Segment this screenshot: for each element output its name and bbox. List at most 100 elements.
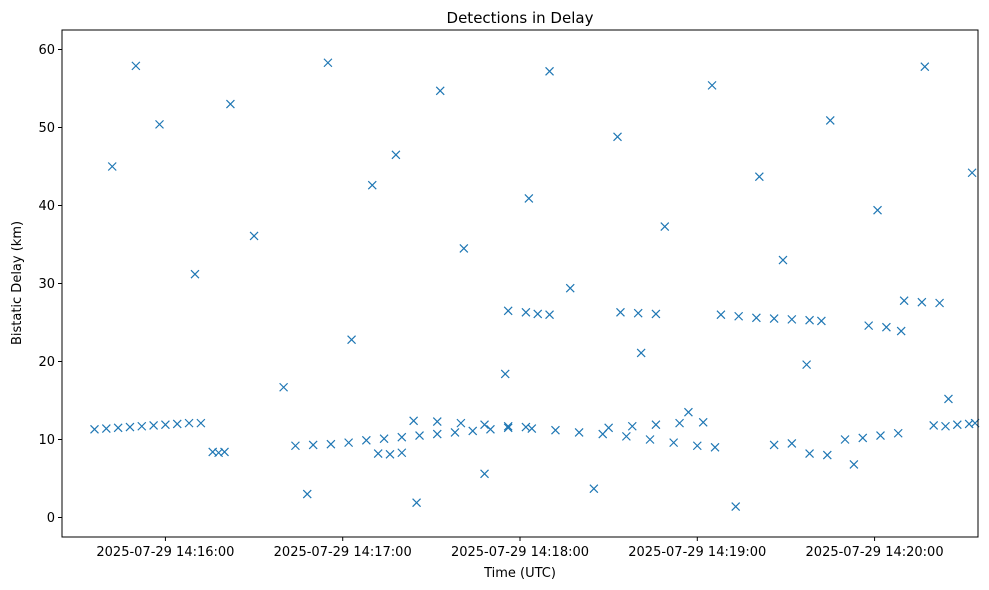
data-point bbox=[361, 435, 371, 445]
data-point bbox=[675, 418, 684, 428]
data-point bbox=[669, 438, 679, 448]
data-point bbox=[367, 180, 377, 190]
data-point bbox=[503, 421, 513, 431]
x-tick-label: 2025-07-29 14:16:00 bbox=[96, 545, 234, 560]
data-point bbox=[486, 424, 495, 434]
data-point bbox=[754, 172, 764, 182]
data-point bbox=[684, 407, 693, 417]
data-point bbox=[113, 423, 123, 433]
data-point bbox=[450, 428, 460, 437]
data-point bbox=[302, 489, 312, 499]
x-tick-label: 2025-07-29 14:17:00 bbox=[274, 545, 412, 560]
data-point bbox=[160, 420, 170, 430]
data-point bbox=[545, 66, 554, 76]
data-point bbox=[480, 420, 489, 430]
data-point bbox=[840, 435, 850, 444]
data-point bbox=[190, 269, 200, 279]
data-point bbox=[500, 369, 510, 379]
data-point bbox=[651, 309, 661, 319]
y-tick-label: 60 bbox=[38, 43, 55, 58]
data-point bbox=[787, 314, 797, 324]
data-point bbox=[379, 434, 389, 444]
data-point bbox=[825, 116, 835, 125]
data-point bbox=[734, 311, 744, 321]
data-point bbox=[521, 307, 531, 317]
data-point bbox=[137, 421, 147, 431]
data-point bbox=[291, 441, 300, 451]
data-point bbox=[816, 316, 826, 326]
data-points bbox=[90, 58, 980, 512]
data-point bbox=[155, 119, 164, 129]
data-point bbox=[385, 449, 395, 459]
data-point bbox=[551, 425, 560, 435]
y-tick-label: 20 bbox=[38, 355, 55, 370]
data-point bbox=[432, 429, 442, 439]
data-point bbox=[651, 420, 661, 430]
data-point bbox=[149, 421, 159, 430]
data-point bbox=[373, 449, 383, 458]
data-point bbox=[876, 431, 885, 441]
data-point bbox=[616, 307, 625, 317]
data-point bbox=[896, 326, 906, 336]
data-point bbox=[503, 423, 513, 433]
data-point bbox=[172, 419, 182, 429]
data-point bbox=[805, 449, 814, 458]
data-point bbox=[731, 502, 741, 512]
data-point bbox=[101, 424, 111, 434]
data-point bbox=[751, 313, 761, 323]
chart-title: Detections in Delay bbox=[447, 9, 594, 27]
data-point bbox=[822, 450, 832, 460]
data-point bbox=[613, 132, 622, 142]
y-tick-label: 10 bbox=[38, 433, 55, 448]
y-tick-label: 0 bbox=[47, 511, 55, 526]
data-point bbox=[131, 61, 141, 71]
data-point bbox=[935, 298, 945, 308]
data-point bbox=[944, 394, 953, 404]
x-axis-label: Time (UTC) bbox=[483, 566, 556, 581]
data-point bbox=[952, 420, 962, 430]
axis-ticks: 0 10 20 30 40 50 60 2025-07-29 14:16:00 2025-07-… bbox=[38, 43, 943, 560]
data-point bbox=[279, 382, 289, 392]
data-point bbox=[468, 426, 478, 436]
data-point bbox=[432, 417, 442, 426]
data-point bbox=[574, 428, 584, 437]
data-point bbox=[941, 421, 950, 431]
data-point bbox=[769, 440, 779, 450]
data-point bbox=[347, 335, 356, 345]
data-point bbox=[391, 150, 401, 160]
data-point bbox=[533, 309, 543, 319]
y-axis-label: Bistatic Delay (km) bbox=[10, 221, 25, 345]
data-point bbox=[805, 315, 814, 325]
data-point bbox=[435, 86, 445, 96]
data-point bbox=[456, 418, 466, 428]
y-tick-label: 30 bbox=[38, 277, 55, 292]
x-tick-label: 2025-07-29 14:19:00 bbox=[628, 545, 766, 560]
data-point bbox=[308, 440, 318, 450]
data-point bbox=[326, 439, 336, 449]
data-point bbox=[107, 162, 117, 171]
y-tick-label: 50 bbox=[38, 121, 55, 136]
data-point bbox=[226, 99, 235, 109]
data-point bbox=[503, 306, 513, 316]
data-point bbox=[899, 296, 909, 306]
data-point bbox=[323, 58, 333, 68]
data-point bbox=[917, 297, 927, 307]
data-point bbox=[778, 255, 788, 265]
data-point bbox=[545, 310, 554, 320]
y-tick-label: 40 bbox=[38, 199, 55, 214]
data-point bbox=[858, 433, 868, 443]
data-point bbox=[802, 360, 812, 370]
data-point bbox=[645, 435, 655, 444]
data-point bbox=[873, 205, 882, 215]
data-point bbox=[621, 431, 631, 441]
data-point bbox=[636, 348, 646, 358]
data-point bbox=[881, 322, 891, 332]
data-point bbox=[220, 447, 229, 457]
data-point bbox=[633, 308, 643, 318]
data-point bbox=[125, 422, 135, 432]
data-point bbox=[604, 423, 614, 433]
data-point bbox=[929, 421, 939, 430]
x-tick-label: 2025-07-29 14:20:00 bbox=[806, 545, 944, 560]
data-point bbox=[412, 498, 422, 508]
